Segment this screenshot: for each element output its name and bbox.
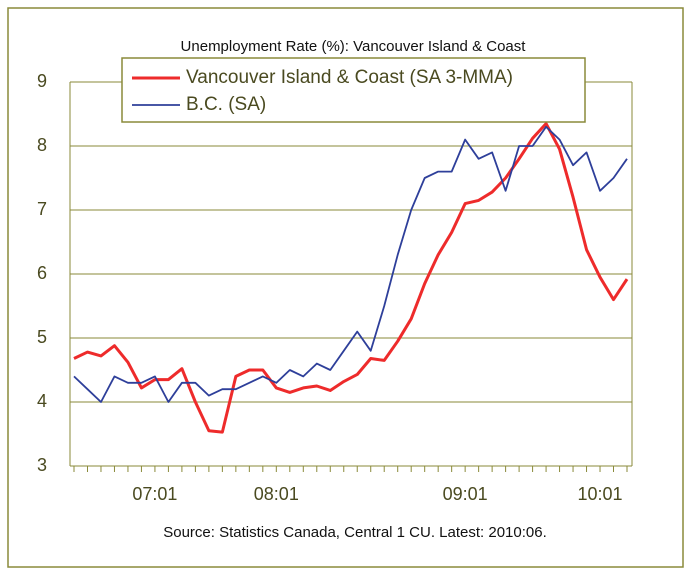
y-tick-label: 5: [37, 327, 47, 347]
x-tick-label: 07:01: [132, 484, 177, 504]
chart-title: Unemployment Rate (%): Vancouver Island …: [181, 38, 527, 55]
series-line: [73, 125, 628, 403]
x-tick-label: 09:01: [443, 484, 488, 504]
y-tick-label: 8: [37, 135, 47, 155]
y-tick-label: 6: [37, 263, 47, 283]
plot-area: 3 4 5 6 7 8 9 07:01 08:01 09:01 10:01 Vancouver Isl…: [37, 57, 633, 504]
y-tick-label: 7: [37, 199, 47, 219]
source-note: Source: Statistics Canada, Central 1 CU.…: [163, 524, 547, 541]
x-tick-label: 08:01: [254, 484, 299, 504]
y-tick-label: 4: [37, 391, 47, 411]
y-tick-label: 9: [37, 71, 47, 91]
series-line: [73, 122, 629, 434]
legend-label: Vancouver Island & Coast (SA 3-MMA): [186, 67, 513, 88]
legend-box: [121, 57, 586, 123]
y-tick-label: 3: [37, 455, 47, 475]
x-tick-label: 10:01: [578, 484, 623, 504]
legend-label: B.C. (SA): [186, 94, 266, 115]
